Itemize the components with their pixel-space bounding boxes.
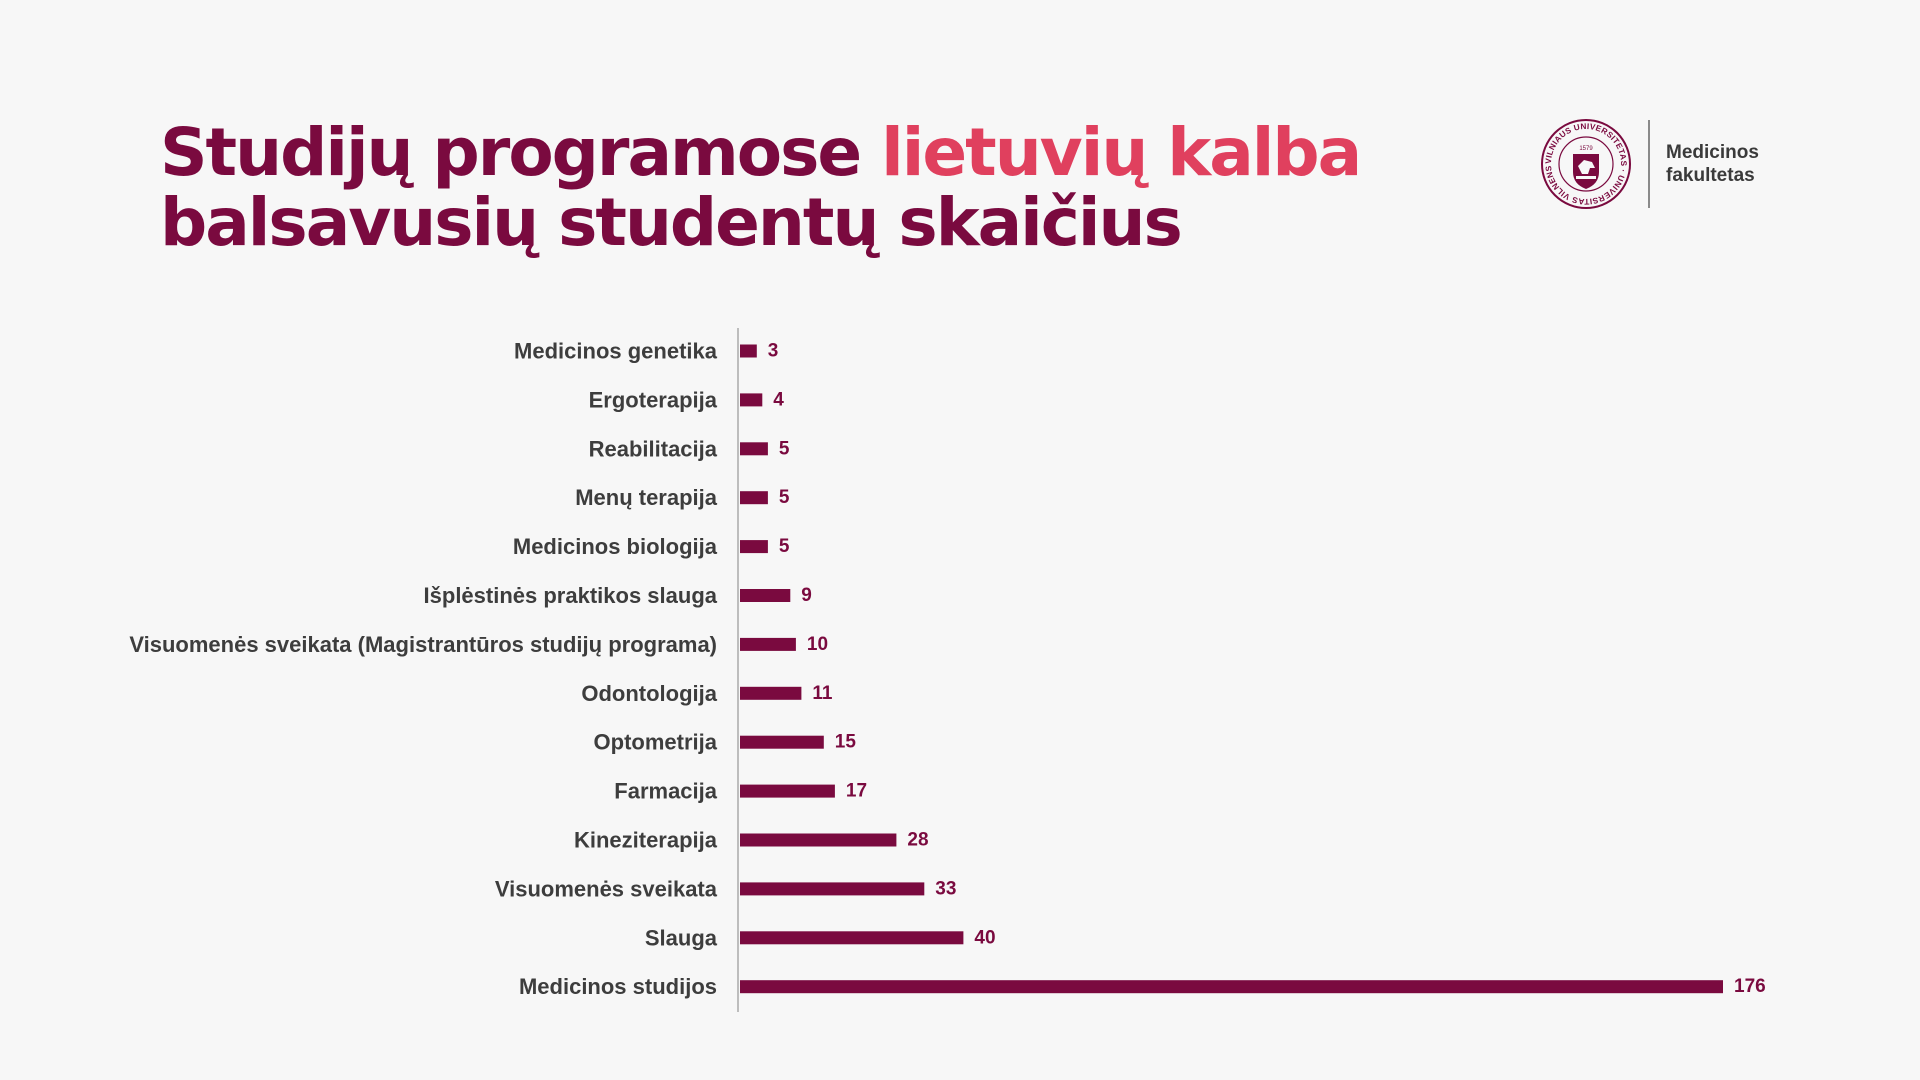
bar-row: Menų terapija 5 bbox=[575, 485, 790, 510]
value-label: 10 bbox=[807, 634, 828, 655]
bar bbox=[740, 980, 1723, 994]
title-accent: lietuvių kalba bbox=[881, 114, 1362, 191]
bar-row: Ergoterapija 4 bbox=[589, 387, 785, 412]
category-label: Ergoterapija bbox=[589, 387, 718, 412]
bar bbox=[740, 344, 757, 358]
value-label: 17 bbox=[846, 781, 867, 802]
title-part-1: Studijų programose bbox=[160, 114, 882, 191]
faculty-name-line-2: fakultetas bbox=[1666, 165, 1755, 186]
university-seal-icon: VILNIAUS UNIVERSITETAS · UNIVERSITAS VIL… bbox=[1540, 118, 1631, 209]
bar bbox=[740, 931, 964, 945]
bar-row: Kineziterapija 28 bbox=[574, 828, 929, 853]
bar bbox=[740, 540, 768, 554]
bar bbox=[740, 442, 768, 456]
value-label: 3 bbox=[768, 341, 779, 362]
category-label: Farmacija bbox=[614, 779, 717, 804]
bar-row: Medicinos biologija 5 bbox=[513, 534, 790, 559]
title-line-2: balsavusių studentų skaičius bbox=[160, 184, 1183, 261]
bar-row: Reabilitacija 5 bbox=[589, 436, 790, 461]
category-label: Menų terapija bbox=[575, 485, 718, 510]
bar-row: Išplėstinės praktikos slauga 9 bbox=[424, 583, 812, 608]
category-label: Medicinos studijos bbox=[519, 974, 717, 999]
value-label: 40 bbox=[974, 927, 995, 948]
bar-row: Odontologija 11 bbox=[581, 681, 833, 706]
faculty-name-line-1: Medicinos bbox=[1666, 142, 1759, 163]
bar bbox=[740, 637, 796, 651]
value-label: 9 bbox=[801, 585, 812, 606]
value-label: 176 bbox=[1734, 976, 1766, 997]
category-label: Išplėstinės praktikos slauga bbox=[424, 583, 718, 608]
bar bbox=[740, 784, 835, 798]
category-label: Optometrija bbox=[594, 730, 718, 755]
value-label: 15 bbox=[835, 732, 857, 753]
bar-row: Visuomenės sveikata (Magistrantūros stud… bbox=[129, 632, 828, 657]
value-label: 5 bbox=[779, 536, 790, 557]
value-label: 5 bbox=[779, 487, 790, 508]
bar-row: Visuomenės sveikata 33 bbox=[495, 876, 957, 901]
category-label: Slauga bbox=[645, 925, 718, 950]
faculty-logo: VILNIAUS UNIVERSITETAS · UNIVERSITAS VIL… bbox=[1540, 118, 1759, 210]
category-label: Visuomenės sveikata (Magistrantūros stud… bbox=[129, 632, 717, 657]
category-label: Odontologija bbox=[581, 681, 717, 706]
bar bbox=[740, 833, 897, 847]
value-label: 11 bbox=[812, 683, 833, 704]
bar-row: Optometrija 15 bbox=[594, 730, 857, 755]
bar-row: Medicinos studijos 176 bbox=[519, 974, 1766, 999]
bar bbox=[740, 589, 791, 602]
chart-body: Medicinos genetika 3 Ergoterapija 4 Reabilit… bbox=[129, 339, 1765, 1000]
category-label: Medicinos biologija bbox=[513, 534, 718, 559]
bar bbox=[740, 686, 802, 700]
bar bbox=[740, 491, 768, 505]
category-label: Visuomenės sveikata bbox=[495, 876, 718, 901]
bar-row: Medicinos genetika 3 bbox=[514, 339, 778, 364]
value-label: 4 bbox=[773, 389, 784, 410]
bar bbox=[740, 735, 824, 749]
logo-divider bbox=[1648, 120, 1650, 208]
chart-title: Studijų programose lietuvių kalba balsav… bbox=[160, 118, 1362, 261]
bar bbox=[740, 882, 925, 896]
value-label: 28 bbox=[907, 830, 928, 851]
bar-row: Slauga 40 bbox=[645, 925, 996, 950]
value-label: 5 bbox=[779, 438, 790, 459]
category-label: Medicinos genetika bbox=[514, 339, 718, 364]
category-label: Reabilitacija bbox=[589, 436, 718, 461]
bar-row: Farmacija 17 bbox=[614, 779, 867, 804]
category-label: Kineziterapija bbox=[574, 828, 718, 853]
faculty-name: Medicinos fakultetas bbox=[1666, 141, 1759, 187]
value-label: 33 bbox=[935, 878, 956, 899]
seal-year: 1579 bbox=[1579, 146, 1593, 152]
title-line-1: Studijų programose lietuvių kalba bbox=[160, 118, 1362, 188]
bar bbox=[740, 393, 763, 407]
